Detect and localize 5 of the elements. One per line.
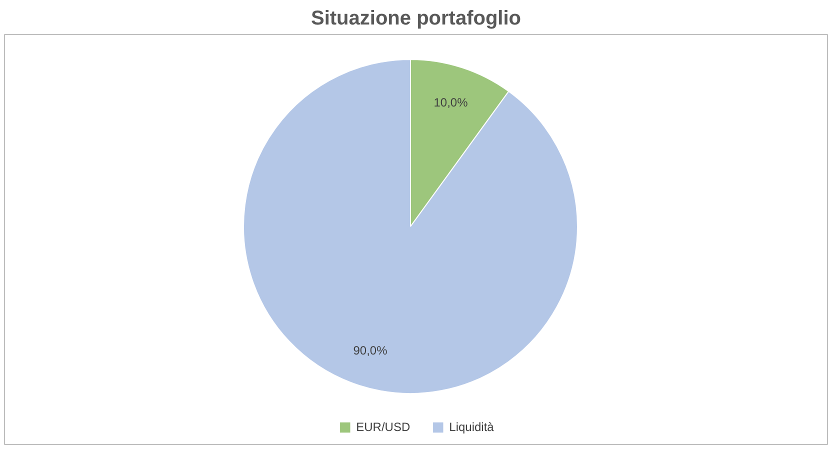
data-label: 10,0% [434,96,468,110]
legend-label: EUR/USD [356,420,410,434]
chart-title: Situazione portafoglio [311,8,522,30]
data-label: 90,0% [353,343,388,358]
legend-label: Liquidità [449,420,494,434]
